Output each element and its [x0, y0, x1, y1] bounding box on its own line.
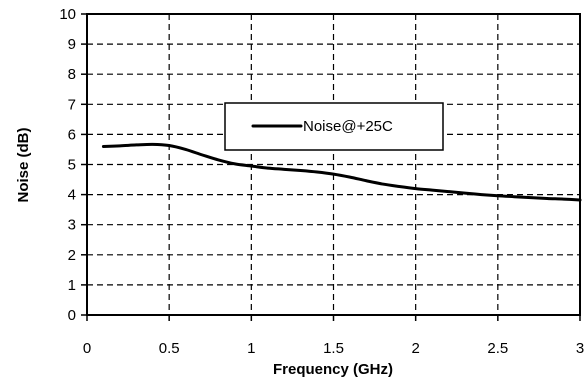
series-line-noise-25c — [101, 142, 582, 202]
tick-marks — [81, 13, 581, 321]
y-tick-label: 10 — [59, 6, 76, 23]
y-tick-label: 4 — [68, 187, 76, 204]
x-tick-label: 0 — [83, 340, 91, 357]
y-tick-label: 6 — [68, 126, 76, 143]
y-tick-label: 7 — [68, 96, 76, 113]
y-axis-title: Noise (dB) — [15, 127, 32, 202]
y-tick-label: 5 — [68, 157, 76, 174]
y-tick-label: 1 — [68, 277, 76, 294]
y-tick-label: 8 — [68, 66, 76, 83]
x-tick-label: 3 — [576, 340, 584, 357]
legend-label: Noise@+25C — [303, 118, 393, 135]
x-tick-labels: 0 0.5 1 1.5 2 2.5 3 — [83, 340, 584, 357]
y-tick-labels: 0 1 2 3 4 5 6 7 8 9 10 — [59, 6, 76, 324]
x-tick-label: 1 — [247, 340, 255, 357]
y-tick-label: 0 — [68, 307, 76, 324]
data-series — [101, 142, 582, 202]
x-tick-label: 0.5 — [159, 340, 180, 357]
x-tick-label: 2 — [411, 340, 419, 357]
legend: Noise@+25C — [224, 102, 444, 151]
horizontal-gridlines — [87, 43, 580, 286]
x-axis-title: Frequency (GHz) — [273, 361, 393, 378]
y-tick-label: 2 — [68, 247, 76, 264]
x-tick-label: 1.5 — [323, 340, 344, 357]
y-tick-label: 3 — [68, 217, 76, 234]
x-tick-label: 2.5 — [487, 340, 508, 357]
y-tick-label: 9 — [68, 36, 76, 53]
